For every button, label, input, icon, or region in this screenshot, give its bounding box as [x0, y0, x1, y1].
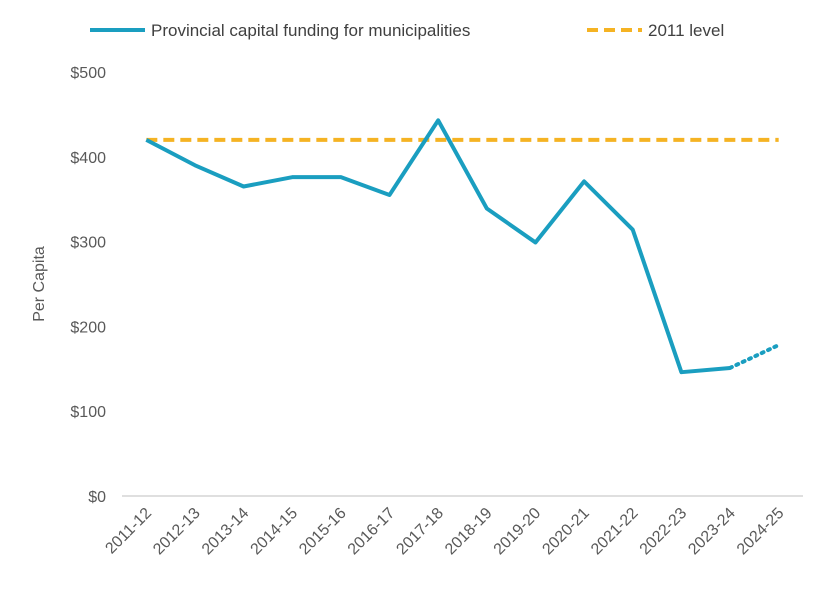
- y-tick-label: $200: [70, 319, 106, 336]
- x-tick-label: 2018-19: [442, 505, 496, 559]
- x-tick-label: 2017-18: [393, 505, 447, 559]
- series-line-capital-funding: [145, 118, 731, 375]
- series-layer: [145, 118, 781, 375]
- y-axis-ticks: $0 $100 $200 $300 $400 $500: [70, 65, 106, 506]
- x-tick-label: 2020-21: [539, 505, 593, 559]
- x-tick-label: 2024-25: [734, 505, 788, 559]
- y-tick-label: $0: [88, 489, 106, 506]
- y-tick-label: $300: [70, 235, 106, 252]
- legend-label-2011-level: 2011 level: [648, 21, 724, 40]
- x-axis-ticks: 2011-122012-132013-142014-152015-162016-…: [102, 505, 787, 559]
- x-tick-label: 2013-14: [199, 505, 253, 559]
- legend: Provincial capital funding for municipal…: [90, 21, 724, 40]
- series-line-capital-funding-projection: [728, 343, 781, 370]
- y-axis-title: Per Capita: [31, 246, 48, 322]
- x-tick-label: 2023-24: [685, 505, 739, 559]
- x-tick-label: 2022-23: [637, 505, 691, 559]
- x-tick-label: 2012-13: [150, 505, 204, 559]
- x-tick-label: 2021-22: [588, 505, 642, 559]
- y-tick-label: $100: [70, 404, 106, 421]
- x-tick-label: 2014-15: [248, 505, 302, 559]
- legend-label-capital-funding: Provincial capital funding for municipal…: [151, 21, 470, 40]
- y-tick-label: $400: [70, 150, 106, 167]
- x-tick-label: 2015-16: [296, 505, 350, 559]
- y-tick-label: $500: [70, 65, 106, 82]
- x-tick-label: 2019-20: [491, 505, 545, 559]
- x-tick-label: 2011-12: [102, 505, 155, 558]
- x-tick-label: 2016-17: [345, 505, 399, 559]
